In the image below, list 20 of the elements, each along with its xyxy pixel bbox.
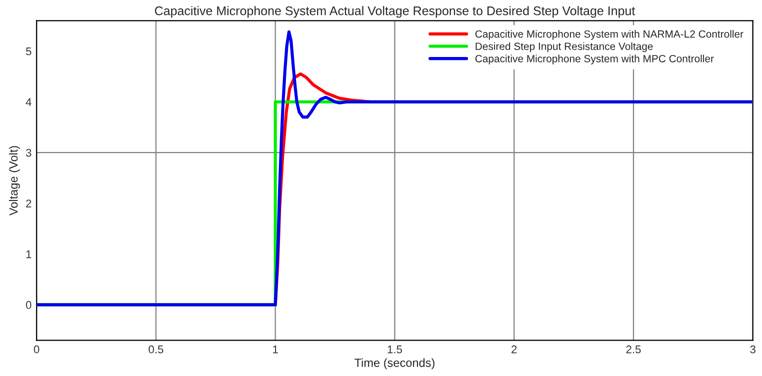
- x-tick-label: 0: [34, 345, 40, 354]
- x-tick-label: 1.5: [388, 346, 402, 354]
- legend-label: Capacitive Microphone System with MPC Controller: [475, 54, 714, 64]
- x-tick-label: 0.5: [148, 345, 164, 354]
- x-tick-label: 2.5: [626, 345, 641, 354]
- y-tick-label: 1: [26, 250, 32, 258]
- y-tick-label: 2: [26, 200, 32, 208]
- y-tick-label: 5: [26, 48, 32, 56]
- legend-label: Desired Step Input Resistance Voltage: [476, 42, 653, 52]
- x-axis-title: Time (seconds): [354, 358, 434, 370]
- chart-title: Capacitive Microphone System Actual Voltage Response to Desired Step Voltage Input: [154, 6, 636, 18]
- y-tick-label: 0: [26, 301, 32, 309]
- x-tick-label: 2: [512, 345, 517, 354]
- y-axis-title: Voltage (Volt): [8, 146, 20, 216]
- y-tick-label: 3: [26, 148, 32, 157]
- x-tick-label: 3: [750, 345, 756, 354]
- x-tick-label: 1: [273, 346, 278, 354]
- line-series: [36, 30, 753, 306]
- legend-label: Capacitive Microphone System with NARMA-L2 Controller: [475, 30, 744, 40]
- y-tick-label: 4: [26, 98, 32, 106]
